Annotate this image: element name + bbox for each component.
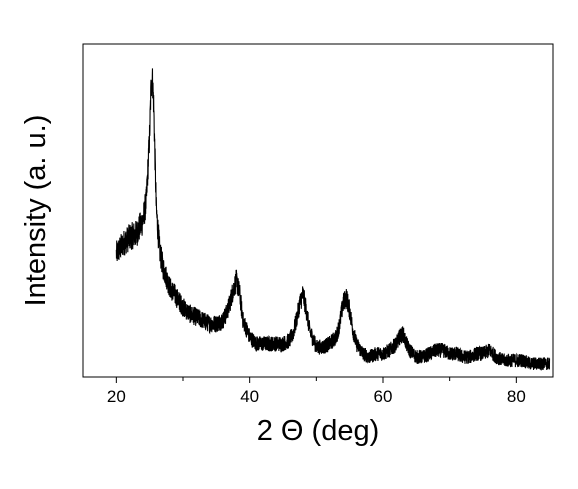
x-axis-label: 2 Θ (deg) [257,415,380,447]
plot-frame [82,43,554,378]
x-tick-label: 60 [374,387,393,406]
x-tick-label: 80 [507,387,526,406]
x-tick-label: 20 [107,387,126,406]
x-tick-label: 40 [240,387,259,406]
series-line [115,68,551,371]
tick-labels: 20 40 60 80 [107,387,526,406]
y-axis-label: Intensity (a. u.) [20,115,52,307]
tick-marks [115,377,517,383]
plot-area: 20 40 60 80 [82,43,554,406]
